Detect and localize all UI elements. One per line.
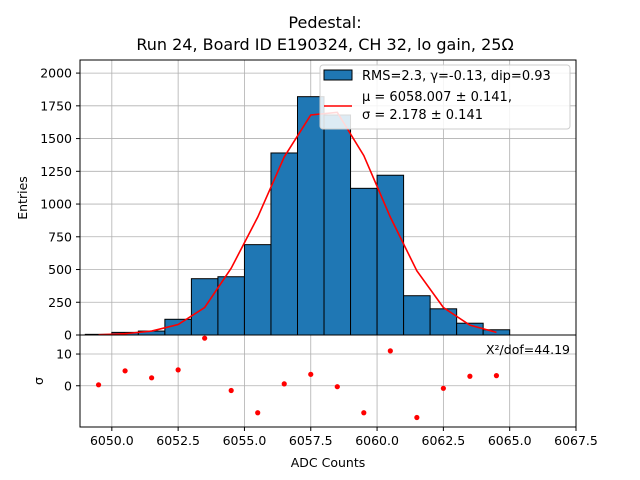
histogram-bar [217, 276, 245, 336]
legend-entry-stats: RMS=2.3, γ=-0.13, dip=0.93 [362, 69, 551, 84]
histogram-bar [296, 96, 325, 336]
residual-point [95, 382, 102, 388]
residual-y-axis-label: σ [31, 377, 46, 385]
histogram-y-tick-label: 0 [64, 328, 72, 343]
fit-curve-line [98, 111, 497, 336]
legend-entry-mu: μ = 6058.007 ± 0.141, [362, 90, 512, 105]
histogram-bar [403, 295, 431, 336]
histogram-y-tick-label: 750 [48, 229, 72, 244]
histogram-y-tick-label: 250 [48, 295, 72, 310]
histogram-y-tick-label: 2000 [40, 66, 72, 81]
x-tick-label: 6065.0 [488, 433, 532, 448]
residual-grid [80, 335, 577, 427]
x-tick-label: 6062.5 [422, 433, 466, 448]
histogram-bar [243, 244, 272, 336]
histogram-y-tick-label: 1500 [40, 131, 72, 146]
residual-points [95, 335, 500, 421]
residual-point [281, 381, 287, 387]
residual-point [122, 368, 128, 374]
residual-y-ticks: 0 10 [56, 347, 80, 393]
histogram-y-tick-label: 500 [48, 262, 72, 277]
chart-title-line2: Run 24, Board ID E190324, CH 32, lo gain… [136, 35, 513, 54]
legend-entry-sigma: σ = 2.178 ± 0.141 [362, 108, 483, 123]
legend-box [319, 64, 571, 130]
x-tick-label: 6057.5 [289, 433, 333, 448]
legend-bar-swatch [323, 69, 353, 81]
histogram-y-tick-label: 1250 [40, 164, 72, 179]
residual-y-tick-label: 0 [64, 378, 72, 393]
residual-point [149, 375, 155, 381]
residual-point [440, 385, 446, 391]
residual-point [387, 348, 393, 354]
residual-point [334, 384, 340, 390]
histogram-y-ticks: 0 250 500 750 1000 1250 1500 1750 2000 [40, 66, 80, 343]
histogram-y-tick-label: 1000 [40, 197, 72, 212]
residual-point [228, 387, 234, 394]
x-tick-label: 6067.5 [554, 433, 598, 448]
residual-point [493, 373, 500, 379]
legend: RMS=2.3, γ=-0.13, dip=0.93 μ = 6058.007 … [319, 64, 571, 130]
histogram-bar [270, 152, 298, 336]
histogram-y-tick-label: 1750 [40, 98, 72, 113]
histogram-bar [350, 187, 378, 336]
residual-point [308, 371, 314, 377]
residual-point [361, 410, 367, 416]
chart-title-line1: Pedestal: [288, 13, 361, 32]
fit-curve-group [98, 111, 497, 336]
residual-point [414, 414, 420, 421]
x-tick-label: 6050.0 [90, 433, 134, 448]
histogram-bars [84, 96, 511, 336]
residual-point [175, 367, 181, 373]
x-tick-label: 6055.0 [223, 433, 267, 448]
histogram-y-axis-label: Entries [15, 176, 30, 220]
residual-point [467, 373, 473, 379]
x-axis-label: ADC Counts [291, 455, 366, 470]
residual-frame [79, 334, 577, 428]
residual-point [255, 410, 261, 416]
residual-x-ticks: 6050.0 6052.5 6055.0 6057.5 6060.0 6062.5 6065… [90, 427, 598, 448]
x-tick-label: 6052.5 [156, 433, 200, 448]
residual-y-tick-label: 10 [56, 347, 72, 362]
residual-point [202, 335, 208, 341]
histogram-bar [376, 174, 405, 336]
x-tick-label: 6060.0 [355, 433, 399, 448]
chi2-annotation: X²/dof=44.19 [486, 342, 570, 357]
histogram-bar [323, 114, 352, 336]
